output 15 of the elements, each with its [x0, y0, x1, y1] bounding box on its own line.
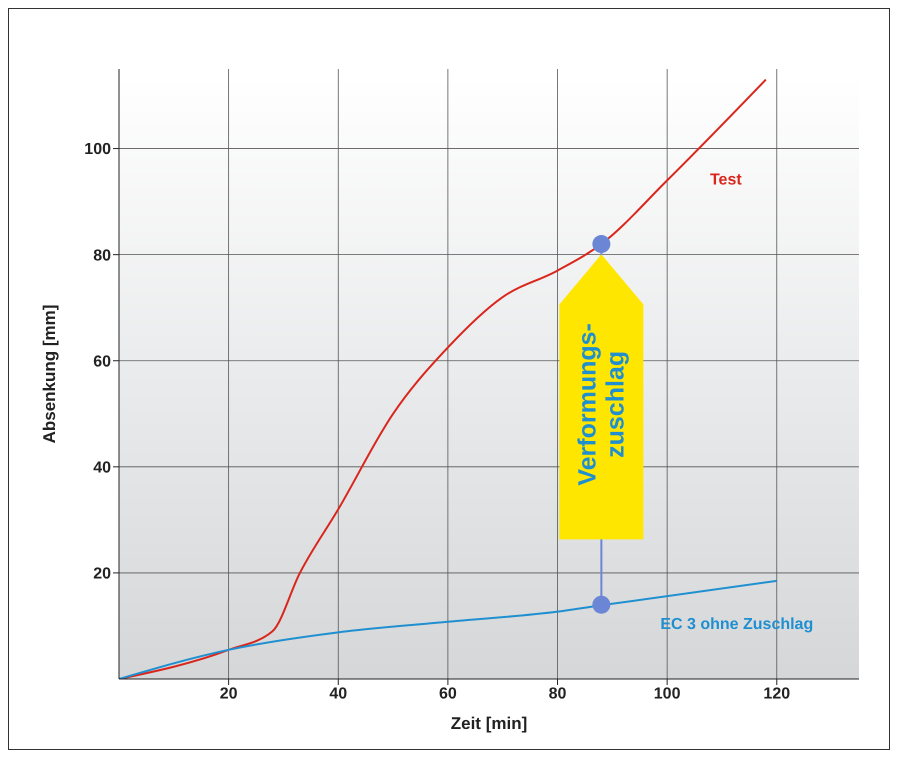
- x-axis-title: Zeit [min]: [450, 714, 528, 733]
- x-tick-label: 100: [654, 685, 681, 702]
- x-tick-label: 40: [329, 685, 348, 702]
- y-tick-label: 100: [84, 141, 112, 158]
- y-tick-label: 80: [93, 247, 112, 264]
- x-tick-label: 80: [548, 685, 567, 702]
- y-tick-label: 20: [93, 566, 112, 583]
- y-tick-label: 60: [93, 353, 112, 370]
- x-tick-label: 20: [220, 685, 238, 702]
- x-tick-label: 120: [763, 685, 790, 702]
- y-tick-label: 40: [93, 460, 112, 477]
- series-label: Test: [710, 172, 742, 189]
- annotation: Verformungs- zuschlag: [573, 323, 630, 486]
- x-tick-label: 60: [438, 685, 457, 702]
- y-axis-title: Absenkung [mm]: [40, 304, 60, 444]
